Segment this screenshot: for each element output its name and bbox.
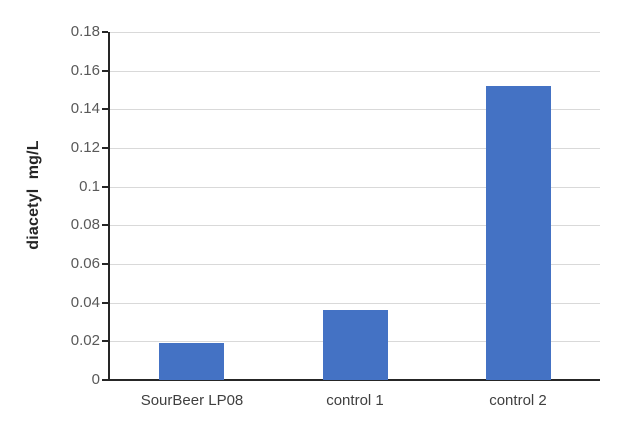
- y-tick-mark: [102, 186, 108, 188]
- gridline: [110, 187, 600, 188]
- gridline: [110, 32, 600, 33]
- y-tick-label: 0.08: [70, 216, 100, 233]
- gridline: [110, 264, 600, 265]
- y-tick-label: 0.06: [70, 255, 100, 272]
- bar-control-1: [323, 310, 388, 380]
- y-tick-mark: [102, 379, 108, 381]
- y-tick-label: 0.18: [70, 23, 100, 40]
- gridline: [110, 225, 600, 226]
- y-tick-label: 0: [91, 371, 100, 388]
- gridline: [110, 148, 600, 149]
- y-tick-mark: [102, 263, 108, 265]
- gridline: [110, 71, 600, 72]
- y-tick-label: 0.1: [79, 178, 100, 195]
- y-tick-label: 0.14: [70, 100, 100, 117]
- y-tick-mark: [102, 108, 108, 110]
- gridline: [110, 109, 600, 110]
- x-tick-label: control 1: [326, 392, 384, 409]
- x-tick-label: SourBeer LP08: [140, 392, 244, 409]
- y-tick-mark: [102, 70, 108, 72]
- bar-sourbeer-lp08: [159, 343, 224, 380]
- y-tick-label: 0.16: [70, 62, 100, 79]
- y-tick-mark: [102, 340, 108, 342]
- x-tick-label: control 2: [489, 392, 547, 409]
- gridline: [110, 303, 600, 304]
- y-tick-mark: [102, 147, 108, 149]
- y-tick-mark: [102, 31, 108, 33]
- y-tick-mark: [102, 224, 108, 226]
- bar-control-2: [486, 86, 551, 380]
- y-tick-label: 0.04: [70, 294, 100, 311]
- y-tick-label: 0.12: [70, 139, 100, 156]
- x-axis-line: [108, 379, 600, 381]
- y-tick-mark: [102, 302, 108, 304]
- y-axis-line: [108, 32, 110, 381]
- y-tick-label: 0.02: [70, 332, 100, 349]
